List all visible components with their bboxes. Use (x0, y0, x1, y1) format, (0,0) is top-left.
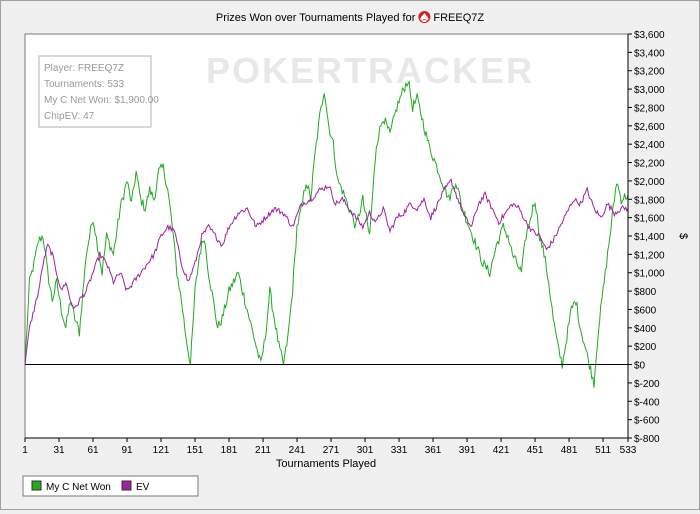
x-tick-label: 151 (187, 445, 204, 456)
y-tick-label: $2,800 (634, 103, 665, 114)
x-tick-label: 271 (323, 445, 340, 456)
chart-title-player: FREEQ7Z (433, 12, 484, 24)
y-tick-label: $800 (634, 287, 657, 298)
y-tick-label: $-800 (634, 434, 660, 445)
y-tick-label: $1,400 (634, 232, 665, 243)
y-axis-label: $ (677, 233, 689, 239)
x-tick-label: 331 (391, 445, 408, 456)
x-tick-label: 511 (595, 445, 611, 456)
y-tick-label: $3,600 (634, 30, 665, 41)
x-tick-label: 241 (289, 445, 306, 456)
y-tick-label: $3,200 (634, 67, 665, 78)
y-tick-label: $2,600 (634, 122, 665, 133)
info-box: Player: FREEQ7Z Tournaments: 533 My C Ne… (38, 55, 159, 128)
y-tick-label: $1,800 (634, 195, 665, 206)
x-tick-label: 451 (527, 445, 544, 456)
x-tick-label: 361 (425, 445, 442, 456)
y-tick-label: $200 (634, 342, 657, 353)
x-tick-label: 211 (255, 445, 271, 456)
y-tick-label: $-600 (634, 416, 660, 427)
y-tick-label: $0 (634, 361, 646, 372)
pokerstars-spade-icon (418, 11, 431, 23)
x-tick-label: 91 (121, 445, 133, 456)
x-tick-label: 1 (22, 445, 28, 456)
legend: My C Net Won EV (22, 475, 199, 497)
info-tournaments: Tournaments: 533 (44, 79, 124, 90)
x-tick-label: 421 (493, 445, 510, 456)
info-net-won: My C Net Won: $1,900.00 (44, 95, 159, 106)
y-tick-label: $-400 (634, 397, 660, 408)
y-tick-label: $600 (634, 305, 657, 316)
x-tick-label: 61 (87, 445, 99, 456)
y-tick-label: $3,000 (634, 85, 665, 96)
chart-title: Prizes Won over Tournaments Played for (216, 12, 416, 24)
legend-swatch-ev (121, 480, 132, 491)
y-tick-label: $1,600 (634, 214, 665, 225)
info-chipev: ChipEV: 47 (44, 111, 95, 122)
y-tick-label: $1,200 (634, 250, 665, 261)
x-tick-label: 31 (53, 445, 65, 456)
y-tick-label: $1,000 (634, 269, 665, 280)
series-line-net-won (24, 80, 629, 388)
x-axis: 1 31 61 91 121 151 181 211 241 271 301 331 361 391 421… (22, 437, 637, 456)
series-layer (24, 80, 629, 388)
pokertracker-watermark: POKERTRACKER (206, 50, 534, 91)
x-tick-label: 481 (561, 445, 578, 456)
series-line-ev (24, 178, 629, 365)
y-tick-label: $2,000 (634, 177, 665, 188)
x-tick-label: 533 (620, 445, 637, 456)
legend-swatch-net-won (31, 480, 42, 491)
x-tick-label: 121 (153, 445, 170, 456)
x-tick-label: 391 (459, 445, 476, 456)
y-tick-label: $2,400 (634, 140, 665, 151)
y-tick-label: $2,200 (634, 159, 665, 170)
x-tick-label: 301 (357, 445, 374, 456)
x-axis-label: Tournaments Played (276, 458, 376, 470)
legend-label-net-won: My C Net Won (46, 482, 111, 493)
x-tick-label: 181 (221, 445, 238, 456)
y-tick-label: $3,400 (634, 48, 665, 59)
info-player: Player: FREEQ7Z (44, 63, 124, 74)
y-tick-label: $-200 (634, 379, 660, 390)
legend-label-ev: EV (136, 482, 150, 493)
y-tick-label: $400 (634, 324, 657, 335)
y-axis: $-800 $-600 $-400 $-200 $0 $200 $400 $600 $800 $1… (627, 30, 665, 445)
